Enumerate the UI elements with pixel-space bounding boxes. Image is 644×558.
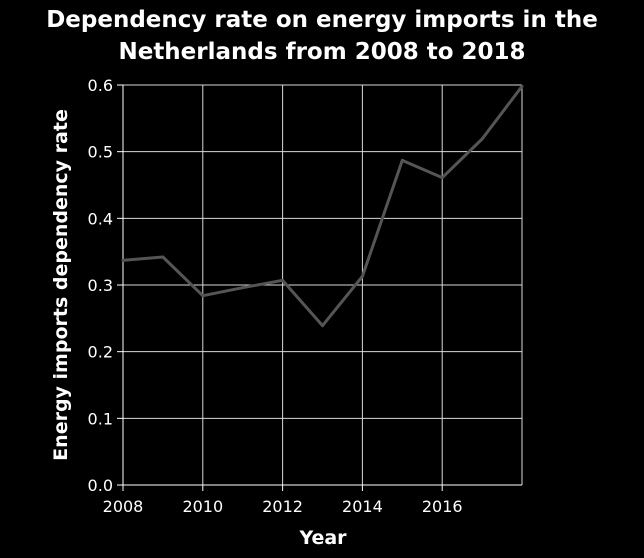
series-layer	[121, 84, 524, 328]
data-point	[121, 258, 125, 262]
y-tick-label: 0.5	[88, 143, 113, 162]
data-point	[480, 137, 484, 141]
data-point	[201, 294, 205, 298]
x-tick-label: 2016	[422, 497, 463, 516]
y-tick-label: 0.1	[88, 409, 113, 428]
y-tick-label: 0.2	[88, 343, 113, 362]
x-tick-label: 2012	[262, 497, 303, 516]
x-axis-label: Year	[298, 527, 347, 549]
data-point	[161, 255, 165, 259]
chart-title-line-1: Dependency rate on energy imports in the	[46, 7, 598, 33]
data-point	[520, 84, 524, 88]
data-point	[321, 324, 324, 328]
y-tick-label: 0.0	[88, 476, 113, 495]
data-point	[440, 176, 444, 180]
axes: 0.0 0.1 0.2 0.3 0.4 0.5 0.6 2008 2010 2012 2014 201…	[88, 76, 522, 516]
y-tick-label: 0.3	[88, 276, 113, 295]
data-point	[360, 274, 364, 278]
y-tick-label: 0.6	[88, 76, 113, 95]
y-tick-label: 0.4	[88, 209, 113, 228]
data-point	[400, 158, 404, 162]
chart-title-line-2: Netherlands from 2008 to 2018	[118, 39, 526, 65]
x-tick-label: 2014	[342, 497, 383, 516]
data-point	[241, 286, 245, 290]
chart-title: Dependency rate on energy imports in the…	[0, 4, 644, 68]
x-tick-label: 2008	[103, 497, 144, 516]
y-axis-label: Energy imports dependency rate	[50, 109, 72, 461]
x-tick-label: 2010	[182, 497, 223, 516]
data-point	[281, 278, 285, 282]
